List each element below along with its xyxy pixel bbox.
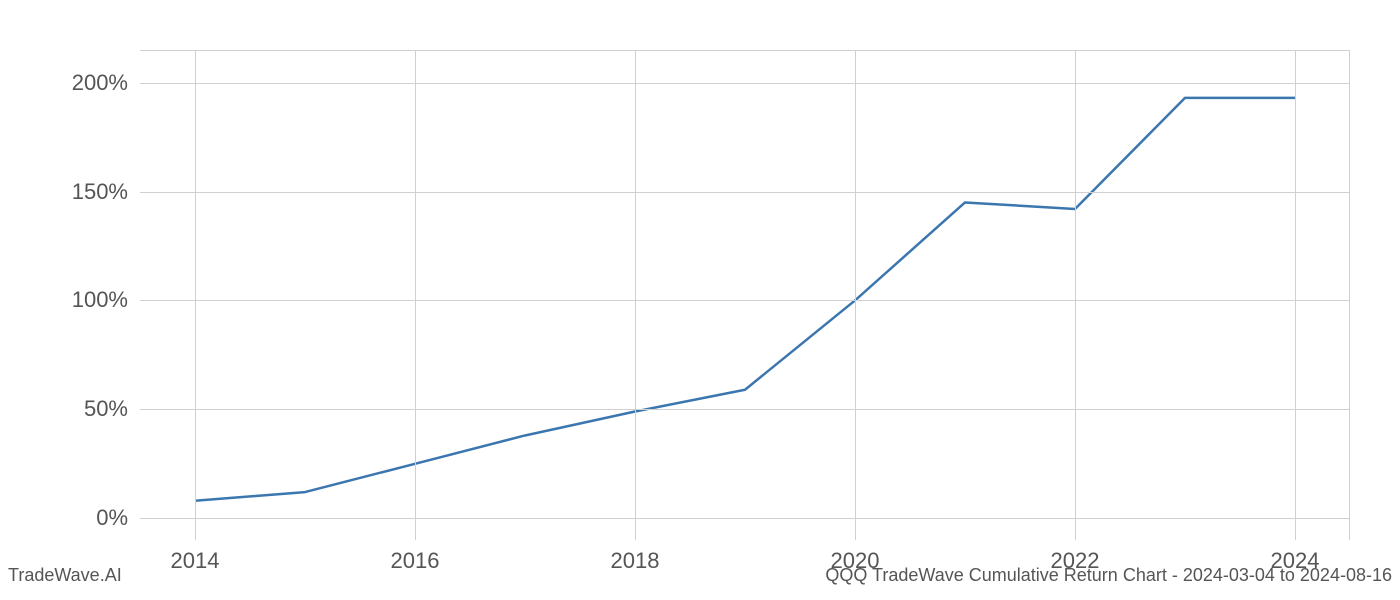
grid-line-vertical	[635, 50, 636, 540]
y-tick-label: 0%	[96, 505, 128, 531]
footer-brand: TradeWave.AI	[8, 565, 122, 586]
x-tick-label: 2018	[611, 548, 660, 574]
grid-line-horizontal	[140, 83, 1350, 84]
grid-line-horizontal	[140, 409, 1350, 410]
y-tick-label: 50%	[84, 396, 128, 422]
footer-caption: QQQ TradeWave Cumulative Return Chart - …	[825, 565, 1392, 586]
grid-line-vertical	[1075, 50, 1076, 540]
line-chart-svg	[140, 50, 1350, 540]
grid-line-horizontal	[140, 300, 1350, 301]
chart-plot-area: 201420162018202020222024	[140, 50, 1350, 540]
grid-line-vertical	[415, 50, 416, 540]
y-tick-label: 200%	[72, 70, 128, 96]
y-tick-label: 100%	[72, 287, 128, 313]
grid-line-vertical	[1295, 50, 1296, 540]
y-tick-label: 150%	[72, 179, 128, 205]
x-tick-label: 2016	[391, 548, 440, 574]
grid-line-vertical	[195, 50, 196, 540]
x-tick-label: 2014	[171, 548, 220, 574]
grid-line-horizontal	[140, 518, 1350, 519]
data-line	[195, 98, 1295, 501]
grid-line-horizontal	[140, 192, 1350, 193]
y-axis-labels: 0% 50% 100% 150% 200%	[0, 50, 140, 540]
grid-line-vertical	[855, 50, 856, 540]
